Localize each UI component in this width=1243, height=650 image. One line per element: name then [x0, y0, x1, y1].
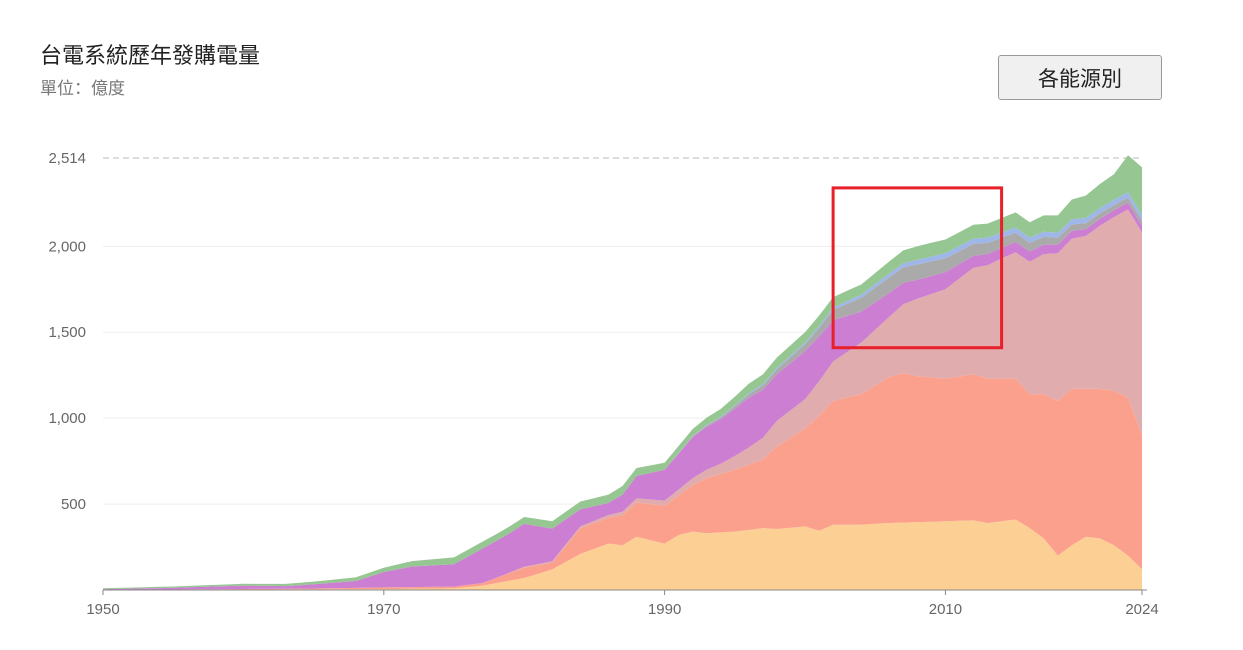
area-series-4	[103, 202, 1142, 590]
area-series-group	[103, 155, 1142, 590]
y-tick-label: 1,000	[48, 410, 86, 427]
x-tick-label: 2024	[1125, 601, 1158, 618]
y-max-label: 2,514	[48, 150, 86, 167]
x-tick-label: 1990	[648, 601, 681, 618]
area-series-5	[103, 197, 1142, 590]
area-series-3	[103, 209, 1142, 590]
x-tick-label: 1950	[86, 601, 119, 618]
highlight-overlay	[831, 186, 1004, 350]
y-tick-label: 500	[61, 496, 86, 513]
area-series-2	[103, 373, 1142, 590]
highlight-box	[831, 186, 1004, 350]
chart-title: 台電系統歷年發購電量	[40, 43, 261, 68]
energy-source-button[interactable]: 各能源別	[998, 55, 1162, 100]
area-series-1	[103, 519, 1142, 590]
axes: 500 1,000 1,500 2,000 2,514 1950 1970 1990 2010 2…	[48, 150, 1158, 618]
x-tick-label: 2010	[929, 601, 962, 618]
y-tick-label: 1,500	[48, 324, 86, 341]
x-tick-label: 1970	[367, 601, 400, 618]
unit-label: 單位：億度	[40, 79, 125, 98]
y-tick-label: 2,000	[48, 238, 86, 255]
